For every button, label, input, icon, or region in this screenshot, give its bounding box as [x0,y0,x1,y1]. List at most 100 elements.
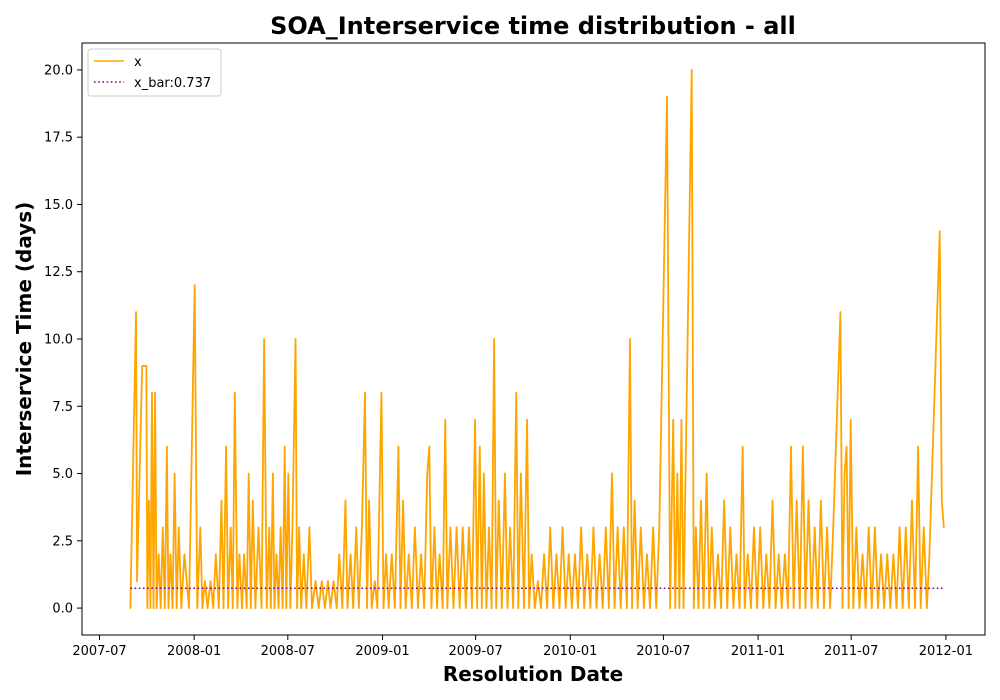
series-x-point [780,607,783,609]
series-x-point [533,607,536,609]
series-x-point [289,607,292,609]
series-x-point [658,526,661,529]
series-x-point [148,499,150,502]
series-x-point [501,607,503,609]
series-x-point [394,607,396,609]
series-x-point [574,553,576,556]
series-x-point [680,418,683,421]
series-x-point [633,499,636,502]
series-x-point [874,526,876,529]
series-x-point [277,607,280,609]
x-axis-label: Resolution Date [443,662,623,686]
series-x-point [623,526,625,529]
series-x-point [938,230,941,233]
y-tick-label: 0.0 [52,602,73,617]
series-x-point [768,607,771,609]
series-x-point [616,526,619,529]
series-x-point [404,607,407,609]
series-x-point [275,553,278,556]
series-x-point [411,607,413,609]
y-tick-label: 17.5 [44,131,73,146]
series-x-point [483,472,485,475]
series-x-point [452,607,455,609]
series-x-point [807,499,810,502]
series-x-point [380,392,383,394]
series-x-point [619,607,622,609]
series-x-point [344,499,347,502]
x-axis: 2007-07 2008-01 2008-07 2009-01 2009-07 2010-… [72,635,973,659]
series-x-point [317,607,320,609]
series-x-point [231,607,234,609]
series-x-point [810,607,813,609]
series-x-point [287,472,290,475]
series-x-point [141,365,143,367]
series-x-point [726,607,729,609]
series-x-point [943,526,945,529]
series-x-point [515,392,518,394]
series-x-point [490,607,493,609]
series-x-point [296,607,298,609]
series-x-point [222,607,225,609]
series-x-point [352,607,354,609]
series-x-point [839,311,842,313]
series-x-point [241,607,243,609]
x-tick-label: 2011-01 [731,644,785,659]
series-x-point [889,607,892,609]
series-x-point [759,526,761,529]
series-x-point [471,607,473,609]
series-x-point [598,553,601,556]
series-x-point [183,553,186,556]
series-x-point [146,607,149,609]
series-x-point [697,607,700,609]
series-x-point [871,607,873,609]
series-x-point [458,607,461,609]
series-x-point [652,526,654,529]
series-x-point [940,499,943,502]
series-x-point [488,526,490,529]
series-x-point [571,607,573,609]
series-x-point [270,607,272,609]
series-x-point [212,607,215,609]
series-x-point [430,607,433,609]
series-x-point [254,607,257,609]
series-x-point [690,69,693,71]
series-x-point [847,607,850,609]
series-x-point [305,607,308,609]
series-x-point [149,607,152,609]
series-x-point [155,607,158,609]
series-x-point [702,607,705,609]
series-x-point [517,607,520,609]
series-x-point [366,607,368,609]
series-x-point [279,526,282,529]
series-x-point [710,526,713,529]
series-x-point [397,445,400,448]
series-x-point [820,499,822,502]
series-x-point [281,607,284,609]
series-x-point [361,526,363,529]
series-x-point [580,526,582,529]
series-x-point [604,526,607,529]
series-x-point [528,607,530,609]
series-x-point [723,499,725,502]
series-x-point [243,553,245,556]
series-x-point [738,607,741,609]
series-x-point [314,580,317,582]
y-tick-label: 10.0 [44,333,73,348]
series-x-point [804,607,807,609]
series-x-point [446,607,449,609]
series-x-point [629,338,631,340]
series-x-point [161,526,164,529]
series-x-point [798,607,801,609]
series-x-point [227,607,229,609]
x-tick-label: 2010-01 [543,644,597,659]
x-tick-label: 2007-07 [72,644,126,659]
series-x-point [705,472,708,475]
series-x-point [151,392,153,394]
series-x-point [777,553,780,556]
series-x-point [268,526,271,529]
y-tick-label: 12.5 [44,265,73,280]
series-x-point [901,607,904,609]
series-x-point [577,607,579,609]
series-x-point [252,499,254,502]
series-x-point [311,607,313,609]
